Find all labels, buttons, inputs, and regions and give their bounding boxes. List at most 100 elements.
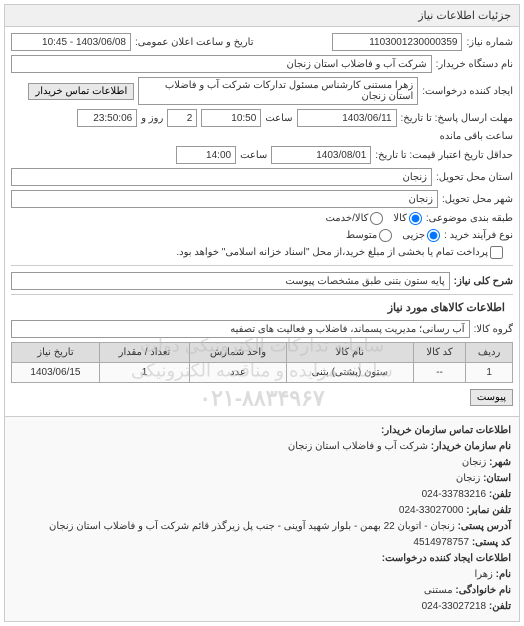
radio-khedmat-input[interactable] bbox=[370, 212, 383, 225]
label-buyer-org: نام دستگاه خریدار: bbox=[436, 59, 513, 70]
checkbox-buy-note-input[interactable] bbox=[490, 246, 503, 259]
field-valid-date: 1403/08/01 bbox=[271, 146, 371, 164]
td-date: 1403/06/15 bbox=[12, 363, 100, 383]
label-announce-dt: تاریخ و ساعت اعلان عمومی: bbox=[135, 37, 254, 48]
th-name: نام کالا bbox=[286, 343, 413, 363]
radio-group-subject: کالا کالا/خدمت bbox=[325, 212, 421, 225]
field-resp-date: 1403/06/11 bbox=[297, 109, 397, 127]
th-code: کد کالا bbox=[413, 343, 466, 363]
contact-postal: 4514978757 bbox=[413, 537, 469, 548]
field-buyer-org: شرکت آب و فاضلاب استان زنجان bbox=[11, 55, 432, 73]
checkbox-buy-note[interactable]: پرداخت تمام یا بخشی از مبلغ خرید،از محل … bbox=[176, 246, 503, 259]
contact-state-label: استان: bbox=[483, 473, 511, 484]
radio-jozee[interactable]: جزیی bbox=[402, 229, 440, 242]
goods-section-title: اطلاعات کالاهای مورد نیاز bbox=[11, 294, 513, 320]
label-buy-process: نوع فرآیند خرید : bbox=[444, 230, 513, 241]
field-resp-time: 10:50 bbox=[201, 109, 261, 127]
label-goods-group: گروه کالا: bbox=[474, 324, 513, 335]
contact-phone-label: تلفن: bbox=[489, 489, 511, 500]
label-baghi: ساعت باقی مانده bbox=[440, 131, 513, 142]
radio-group-process: جزیی متوسط bbox=[346, 229, 440, 242]
row-response-deadline: مهلت ارسال پاسخ: تا تاریخ: 1403/06/11 سا… bbox=[11, 109, 513, 142]
label-need-no: شماره نیاز: bbox=[466, 37, 513, 48]
field-need-desc: پایه ستون بتنی طبق مشخصات پیوست bbox=[11, 272, 450, 290]
row-need-desc: شرح کلی نیاز: پایه ستون بتنی طبق مشخصات … bbox=[11, 265, 513, 290]
row-subject-class: طبقه بندی موضوعی: کالا کالا/خدمت bbox=[11, 212, 513, 225]
radio-khedmat-label: کالا/خدمت bbox=[325, 213, 368, 224]
radio-motevasset[interactable]: متوسط bbox=[346, 229, 392, 242]
field-goods-group: آب رسانی؛ مدیریت پسماند، فاضلاب و فعالیت… bbox=[11, 320, 470, 338]
field-deliver-state: زنجان bbox=[11, 168, 432, 186]
attach-button[interactable]: پیوست bbox=[470, 389, 513, 406]
td-name: ستون (پشتی) بتنی bbox=[286, 363, 413, 383]
contact-city-label: شهر: bbox=[489, 457, 511, 468]
th-date: تاریخ نیاز bbox=[12, 343, 100, 363]
contact-fax: 33027000-024 bbox=[399, 505, 464, 516]
table-row: 1 -- ستون (پشتی) بتنی عدد 1 1403/06/15 bbox=[12, 363, 513, 383]
contact-section: اطلاعات تماس سازمان خریدار: نام سازمان خ… bbox=[5, 416, 519, 621]
radio-motevasset-label: متوسط bbox=[346, 230, 377, 241]
label-deliver-city: شهر محل تحویل: bbox=[442, 194, 513, 205]
row-need-no: شماره نیاز: 1103001230000359 تاریخ و ساع… bbox=[11, 33, 513, 51]
row-attach: پیوست bbox=[11, 389, 513, 406]
panel-body: شماره نیاز: 1103001230000359 تاریخ و ساع… bbox=[5, 27, 519, 416]
contact-buyer-button[interactable]: اطلاعات تماس خریدار bbox=[28, 83, 134, 100]
contact-postal-label: کد پستی: bbox=[472, 537, 511, 548]
th-row: ردیف bbox=[466, 343, 513, 363]
label-saat-1: ساعت bbox=[265, 113, 292, 124]
contact-family-label: نام خانوادگی: bbox=[455, 585, 511, 596]
label-requester: ایجاد کننده درخواست: bbox=[422, 86, 513, 97]
field-days-left: 2 bbox=[167, 109, 197, 127]
label-resp-deadline: مهلت ارسال پاسخ: تا تاریخ: bbox=[401, 113, 513, 124]
contact-req-phone: 33027218-024 bbox=[422, 601, 487, 612]
contact-phone: 33783216-024 bbox=[422, 489, 487, 500]
label-need-desc: شرح کلی نیاز: bbox=[454, 276, 513, 287]
goods-header-row: ردیف کد کالا نام کالا واحد شمارش تعداد /… bbox=[12, 343, 513, 363]
contact-city: زنجان bbox=[462, 457, 486, 468]
row-valid-until: حداقل تاریخ اعتبار قیمت: تا تاریخ: 1403/… bbox=[11, 146, 513, 164]
panel-title: جزئیات اطلاعات نیاز bbox=[5, 5, 519, 27]
contact-fax-label: تلفن نمابر: bbox=[466, 505, 511, 516]
label-rooz: روز و bbox=[141, 113, 163, 124]
contact-name: زهرا bbox=[474, 569, 492, 580]
field-deliver-city: زنجان bbox=[11, 190, 438, 208]
field-valid-time: 14:00 bbox=[176, 146, 236, 164]
row-goods-group: گروه کالا: آب رسانی؛ مدیریت پسماند، فاضل… bbox=[11, 320, 513, 338]
td-code: -- bbox=[413, 363, 466, 383]
contact-address-label: آدرس پستی: bbox=[458, 521, 511, 532]
label-deliver-state: استان محل تحویل: bbox=[436, 172, 513, 183]
radio-kala-input[interactable] bbox=[409, 212, 422, 225]
td-unit: عدد bbox=[190, 363, 287, 383]
radio-khedmat[interactable]: کالا/خدمت bbox=[325, 212, 383, 225]
th-qty: تعداد / مقدار bbox=[99, 343, 189, 363]
row-buyer-org: نام دستگاه خریدار: شرکت آب و فاضلاب استا… bbox=[11, 55, 513, 73]
field-time-left: 23:50:06 bbox=[77, 109, 137, 127]
details-panel: جزئیات اطلاعات نیاز شماره نیاز: 11030012… bbox=[4, 4, 520, 622]
label-subject-class: طبقه بندی موضوعی: bbox=[426, 213, 513, 224]
td-row: 1 bbox=[466, 363, 513, 383]
req-contact-title: اطلاعات ایجاد کننده درخواست: bbox=[382, 553, 511, 564]
row-deliver-city: شهر محل تحویل: زنجان bbox=[11, 190, 513, 208]
goods-table: ردیف کد کالا نام کالا واحد شمارش تعداد /… bbox=[11, 342, 513, 383]
contact-org-label: نام سازمان خریدار: bbox=[431, 441, 511, 452]
contact-address: زنجان - اتوبان 22 بهمن - بلوار شهید آوین… bbox=[49, 521, 455, 532]
label-saat-2: ساعت bbox=[240, 150, 267, 161]
contact-state: زنجان bbox=[456, 473, 480, 484]
radio-jozee-input[interactable] bbox=[427, 229, 440, 242]
radio-kala[interactable]: کالا bbox=[393, 212, 422, 225]
radio-jozee-label: جزیی bbox=[402, 230, 425, 241]
row-buy-process: نوع فرآیند خرید : جزیی متوسط پرداخت تمام… bbox=[11, 229, 513, 259]
field-announce-dt: 1403/06/08 - 10:45 bbox=[11, 33, 131, 51]
contact-org: شرکت آب و فاضلاب استان زنجان bbox=[288, 441, 428, 452]
radio-motevasset-input[interactable] bbox=[379, 229, 392, 242]
buy-note-text: پرداخت تمام یا بخشی از مبلغ خرید،از محل … bbox=[176, 247, 488, 258]
contact-family: مستنی bbox=[424, 585, 453, 596]
field-need-no: 1103001230000359 bbox=[332, 33, 462, 51]
contact-name-label: نام: bbox=[496, 569, 511, 580]
label-valid-until: حداقل تاریخ اعتبار قیمت: تا تاریخ: bbox=[375, 150, 513, 161]
th-unit: واحد شمارش bbox=[190, 343, 287, 363]
row-deliver-state: استان محل تحویل: زنجان bbox=[11, 168, 513, 186]
contact-title: اطلاعات تماس سازمان خریدار: bbox=[381, 425, 511, 436]
goods-table-area: ردیف کد کالا نام کالا واحد شمارش تعداد /… bbox=[11, 342, 513, 406]
radio-kala-label: کالا bbox=[393, 213, 407, 224]
